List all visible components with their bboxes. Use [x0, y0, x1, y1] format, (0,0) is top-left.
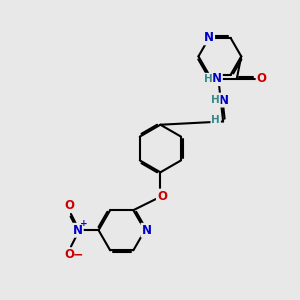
Text: N: N: [212, 72, 222, 85]
Text: O: O: [157, 190, 167, 202]
Text: O: O: [64, 248, 74, 261]
Text: N: N: [141, 224, 152, 237]
Text: N: N: [204, 31, 214, 44]
Text: N: N: [73, 224, 83, 237]
Text: −: −: [72, 248, 83, 261]
Text: H: H: [204, 74, 212, 84]
Text: H: H: [211, 115, 220, 125]
Text: O: O: [257, 72, 267, 85]
Text: +: +: [80, 219, 88, 228]
Text: N: N: [219, 94, 229, 106]
Text: O: O: [64, 199, 74, 212]
Text: H: H: [211, 95, 220, 105]
